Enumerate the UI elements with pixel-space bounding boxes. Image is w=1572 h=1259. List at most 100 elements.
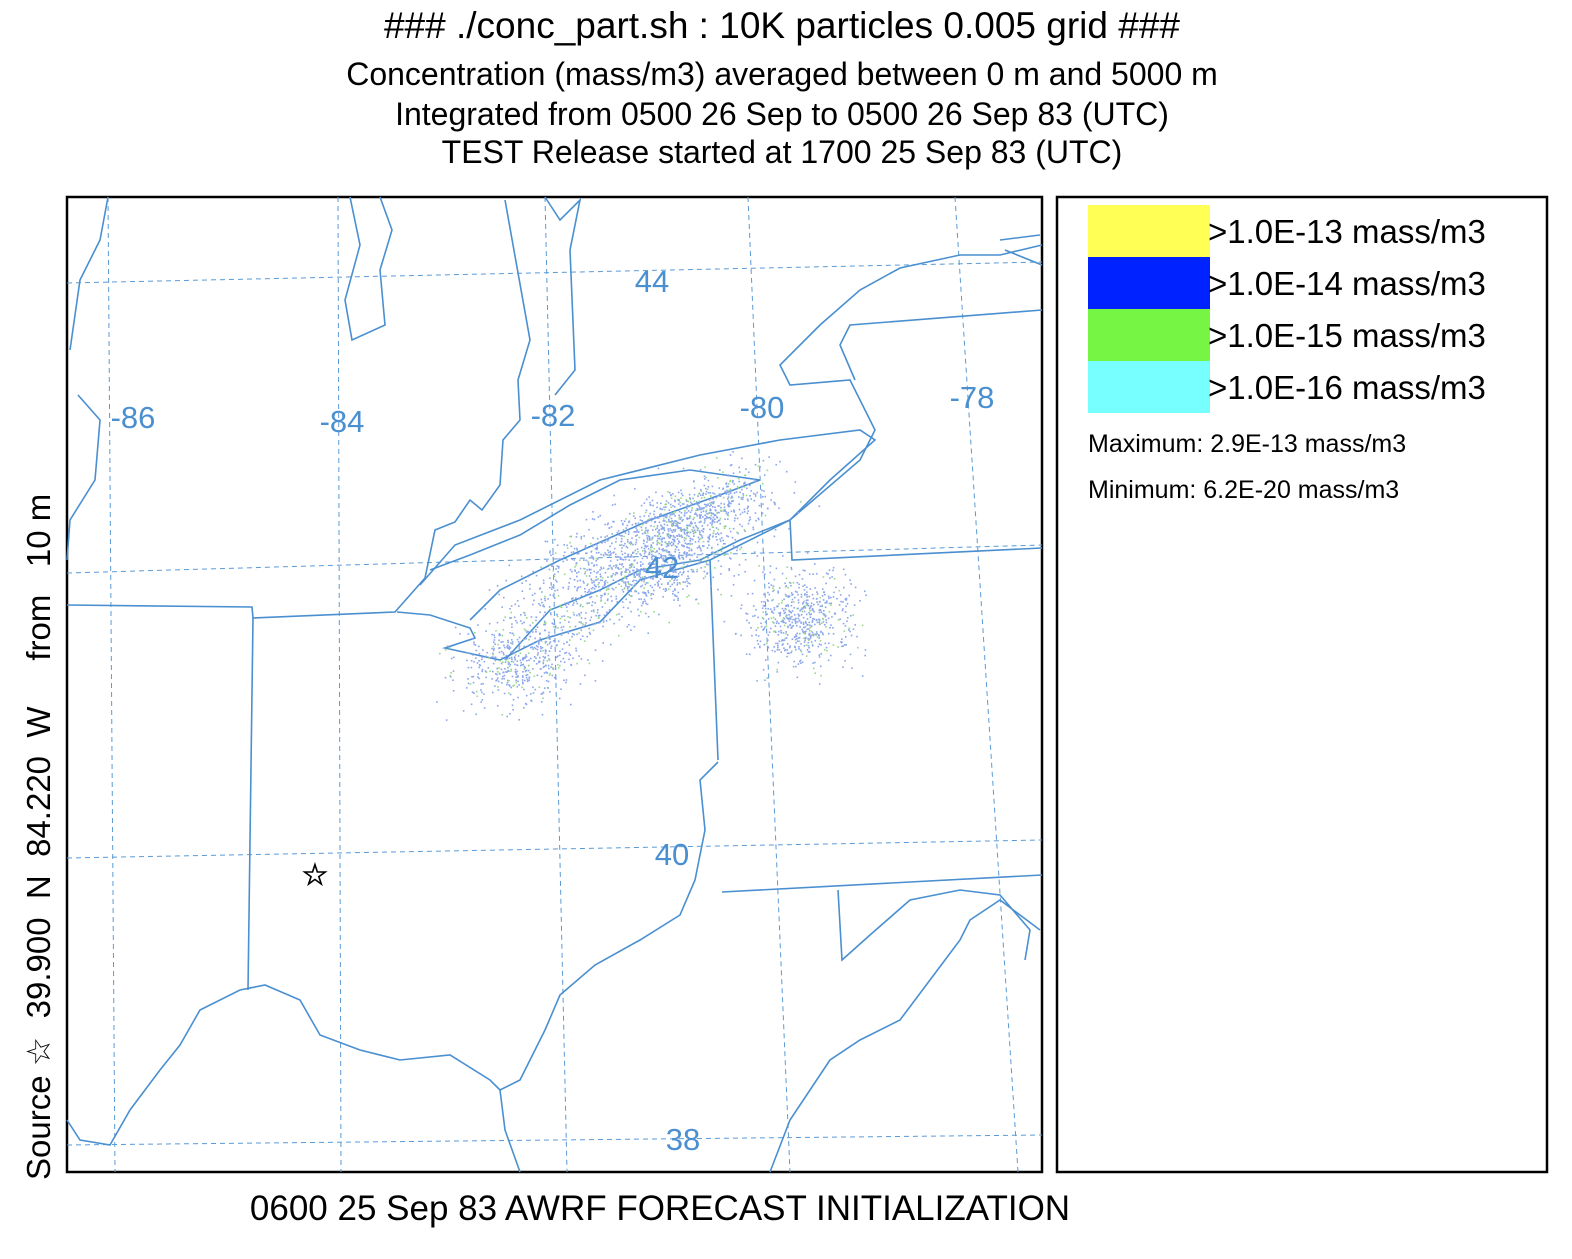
particle <box>557 571 559 573</box>
particle <box>482 682 484 685</box>
particle <box>748 622 750 624</box>
particle <box>632 515 635 517</box>
particle <box>752 528 755 531</box>
particle <box>808 647 810 649</box>
particle <box>801 578 804 580</box>
particle <box>660 556 662 559</box>
particle <box>665 542 667 544</box>
particle <box>814 672 816 674</box>
particle <box>556 613 558 616</box>
particle <box>766 599 769 601</box>
particle <box>803 641 806 643</box>
particle <box>507 663 510 665</box>
particle <box>673 506 676 508</box>
particle <box>548 634 550 636</box>
particle <box>716 512 718 514</box>
particle <box>795 634 797 636</box>
particle <box>552 553 554 555</box>
particle <box>591 562 593 564</box>
particle <box>736 531 738 534</box>
particle <box>642 542 645 545</box>
particle <box>521 582 523 584</box>
particle <box>535 663 538 665</box>
particle <box>785 470 788 473</box>
particle <box>648 539 651 541</box>
particle <box>710 504 712 506</box>
particle <box>650 546 652 549</box>
particle <box>841 645 843 647</box>
particle <box>643 547 646 550</box>
particle <box>751 592 754 595</box>
particle <box>738 503 740 505</box>
particle <box>778 603 780 605</box>
particle <box>617 567 619 570</box>
particle <box>697 504 700 507</box>
particle <box>497 643 499 646</box>
particle <box>547 664 550 667</box>
particle <box>593 570 595 573</box>
particle <box>664 564 666 566</box>
particle <box>840 600 842 603</box>
particle <box>524 679 526 682</box>
particle <box>743 483 745 485</box>
particle <box>731 500 733 502</box>
particle <box>799 660 801 663</box>
particle <box>569 616 571 619</box>
particle <box>506 681 509 684</box>
particle <box>715 536 717 538</box>
particle <box>732 451 734 453</box>
particle <box>696 509 699 511</box>
particle <box>594 547 597 550</box>
particle <box>740 634 742 637</box>
particle <box>779 614 781 617</box>
particle <box>665 550 668 552</box>
particle <box>665 503 667 505</box>
particle <box>686 529 688 531</box>
particle <box>764 607 767 610</box>
particle <box>850 634 853 637</box>
particle <box>529 583 531 586</box>
particle <box>778 587 781 589</box>
particle <box>539 656 541 659</box>
particle <box>629 564 631 566</box>
particle <box>787 604 789 606</box>
particle <box>615 564 617 566</box>
particle <box>646 603 649 606</box>
particle <box>466 659 468 662</box>
particle <box>476 662 479 664</box>
particle <box>784 637 787 640</box>
particle <box>674 528 677 531</box>
particle <box>584 624 586 626</box>
particle <box>475 713 477 716</box>
particle <box>788 595 791 598</box>
particle <box>615 537 618 540</box>
particle <box>508 564 511 567</box>
particle <box>525 694 528 697</box>
particle <box>585 559 587 562</box>
particle <box>542 691 545 694</box>
particle <box>794 638 797 641</box>
particle <box>687 510 690 512</box>
particle <box>495 630 497 632</box>
legend-frame <box>1055 195 1549 1174</box>
particle <box>627 540 629 543</box>
particle <box>605 589 608 592</box>
particle <box>512 685 514 687</box>
particle <box>693 553 696 555</box>
particle <box>716 532 719 534</box>
particle <box>807 638 809 640</box>
particle <box>650 545 652 547</box>
particle <box>592 580 595 582</box>
particle <box>730 502 732 505</box>
particle <box>840 641 842 643</box>
particle <box>630 595 633 597</box>
particle <box>644 511 647 514</box>
particle <box>775 567 778 570</box>
particle <box>845 605 847 608</box>
particle <box>678 499 680 502</box>
particle <box>865 594 867 597</box>
particle <box>822 588 824 590</box>
particle <box>520 664 522 667</box>
particle <box>727 514 730 517</box>
particle <box>568 658 570 661</box>
